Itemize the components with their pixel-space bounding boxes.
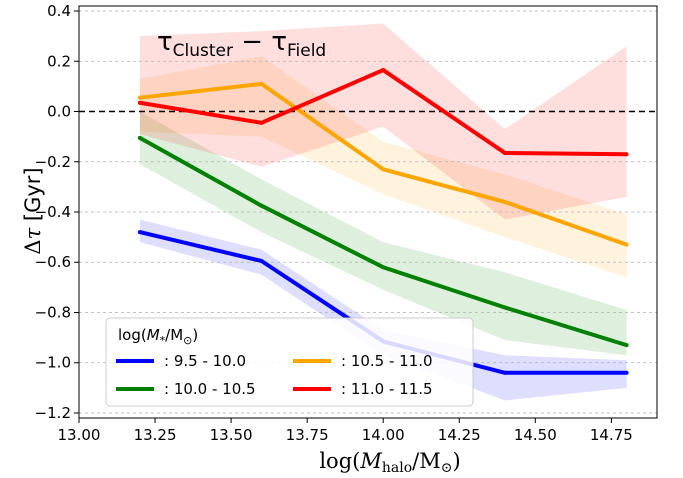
band-series-2 bbox=[139, 111, 627, 356]
x-tick-label: 14.25 bbox=[438, 426, 481, 444]
y-tick-label: −0.8 bbox=[35, 303, 71, 321]
data-point bbox=[502, 305, 507, 310]
data-point bbox=[259, 258, 264, 263]
legend-label-3: : 10.5 - 11.0 bbox=[341, 352, 433, 370]
grid-lines bbox=[79, 10, 657, 414]
data-point bbox=[259, 120, 264, 125]
legend-label-2: : 10.0 - 10.5 bbox=[164, 380, 256, 398]
data-point bbox=[502, 150, 507, 155]
y-tick-label: 0.4 bbox=[47, 2, 71, 20]
x-tick-label: 14.75 bbox=[590, 426, 633, 444]
x-tick-label: 13.25 bbox=[134, 426, 177, 444]
y-tick-label: −1.2 bbox=[35, 404, 71, 422]
x-axis-label: log(Mhalo/M⊙) bbox=[319, 449, 460, 476]
x-tick-label: 13.75 bbox=[286, 426, 329, 444]
data-point bbox=[137, 230, 142, 235]
axes: 13.00 13.25 13.50 13.75 14.00 14.25 14.50 14.75… bbox=[35, 2, 658, 444]
data-point bbox=[137, 100, 142, 105]
x-tick-label: 14.50 bbox=[514, 426, 557, 444]
y-tick-label: 0.0 bbox=[47, 103, 71, 121]
data-point bbox=[137, 135, 142, 140]
data-point bbox=[502, 370, 507, 375]
y-tick-label: −0.4 bbox=[35, 203, 71, 221]
data-point bbox=[624, 242, 629, 247]
data-point bbox=[624, 370, 629, 375]
x-tick-label: 13.50 bbox=[210, 426, 253, 444]
x-tick-label: 13.00 bbox=[58, 426, 101, 444]
y-tick-label: 0.2 bbox=[47, 52, 71, 70]
y-tick-label: −1.0 bbox=[35, 354, 71, 372]
data-point bbox=[381, 167, 386, 172]
y-tick-label: −0.2 bbox=[35, 153, 71, 171]
data-point bbox=[624, 343, 629, 348]
band-series-4 bbox=[139, 23, 627, 220]
band-series-1 bbox=[139, 219, 627, 401]
data-point bbox=[259, 81, 264, 86]
legend-label-4: : 11.0 - 11.5 bbox=[341, 380, 433, 398]
y-axis-label: Δτ [Gyr] bbox=[21, 167, 45, 254]
annotation-text: τCluster − τField bbox=[157, 27, 326, 61]
data-point bbox=[381, 265, 386, 270]
y-tick-label: −0.6 bbox=[35, 253, 71, 271]
legend-label-1: : 9.5 - 10.0 bbox=[164, 352, 246, 370]
x-tick-label: 14.00 bbox=[362, 426, 405, 444]
legend: log(M*/M⊙) : 9.5 - 10.0 : 10.0 - 10.5 : 10… bbox=[105, 317, 474, 407]
data-point bbox=[624, 152, 629, 157]
data-point bbox=[381, 68, 386, 73]
legend-title: log(M*/M⊙) bbox=[118, 326, 198, 347]
data-point bbox=[137, 95, 142, 100]
data-point bbox=[502, 199, 507, 204]
data-point bbox=[259, 203, 264, 208]
legend-box bbox=[105, 317, 474, 407]
